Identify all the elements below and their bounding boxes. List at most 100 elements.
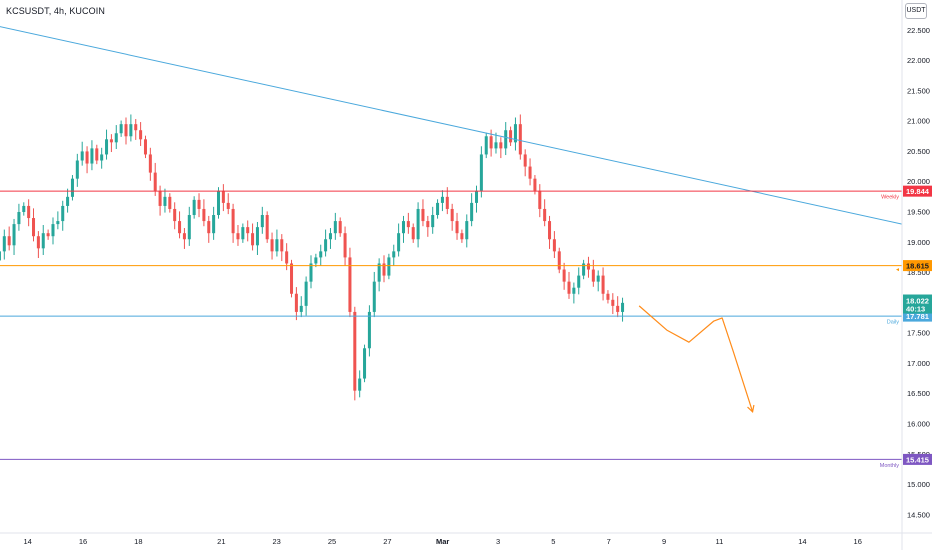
- candle: [139, 122, 143, 146]
- candle: [212, 206, 216, 240]
- candle: [216, 187, 221, 219]
- candle: [382, 255, 386, 283]
- candle: [562, 262, 566, 290]
- candle: [231, 203, 235, 243]
- price-tick-label: 19.000: [907, 238, 930, 247]
- candle: [401, 215, 405, 243]
- candle: [616, 296, 620, 318]
- candle: [275, 229, 279, 257]
- projection-path[interactable]: [638, 305, 754, 413]
- time-tick-label: Mar: [436, 537, 449, 546]
- time-tick-label: 5: [551, 537, 555, 546]
- candle: [309, 255, 313, 289]
- price-axis[interactable]: 22.500 22.000 21.500 21.000 20.500 20.000 19.5…: [907, 26, 930, 520]
- candle: [367, 305, 371, 357]
- candle: [294, 287, 298, 321]
- candle: [80, 141, 84, 166]
- time-tick-label: 18: [134, 537, 142, 546]
- monthly-price-badge[interactable]: 15.415: [903, 453, 932, 465]
- candle: [552, 231, 556, 259]
- candle: [143, 135, 147, 159]
- daily-price-badge[interactable]: 17.781: [903, 310, 932, 322]
- candle: [348, 247, 352, 318]
- candle: [363, 344, 367, 383]
- price-tick-label: 14.500: [907, 510, 930, 519]
- candle: [504, 122, 508, 156]
- price-tick-label: 15.000: [907, 480, 930, 489]
- horizontal-price-badge[interactable]: 18.615: [903, 260, 932, 272]
- candle: [358, 370, 362, 398]
- trendline[interactable]: [0, 21, 903, 225]
- candle: [406, 212, 410, 234]
- candle: [397, 223, 401, 257]
- candle: [251, 223, 255, 251]
- candle: [567, 271, 571, 299]
- price-tick-label: 17.500: [907, 329, 930, 338]
- candle: [416, 202, 420, 248]
- candle: [260, 206, 264, 234]
- price-tick-label: 22.500: [907, 26, 930, 35]
- candle: [70, 175, 74, 201]
- candle: [265, 211, 269, 243]
- candle: [12, 218, 16, 255]
- candle: [460, 229, 464, 243]
- candle: [0, 251, 1, 261]
- symbol-title[interactable]: KCSUSDT, 4h, KUCOIN: [6, 6, 105, 16]
- currency-button[interactable]: USDT: [905, 3, 927, 19]
- candle: [221, 184, 225, 212]
- svg-text:17.781: 17.781: [906, 312, 929, 321]
- candle: [343, 226, 347, 266]
- time-tick-label: 9: [662, 537, 666, 546]
- candlestick-series: [0, 114, 625, 401]
- candle: [523, 149, 527, 177]
- candle: [455, 212, 459, 240]
- time-axis[interactable]: 14 16 18 21 23 25 27 Mar 3 5 7 9 11 14 16: [23, 537, 861, 546]
- candle: [591, 259, 595, 287]
- candle: [411, 223, 415, 243]
- time-tick-label: 11: [715, 537, 723, 546]
- candle: [114, 125, 118, 149]
- candle: [36, 231, 40, 259]
- candle: [158, 185, 162, 216]
- price-tick-label: 21.500: [907, 86, 930, 95]
- candle: [255, 221, 259, 255]
- candle: [557, 247, 561, 274]
- candle: [22, 202, 26, 216]
- candle: [119, 120, 123, 137]
- candle: [372, 271, 376, 318]
- candle: [338, 217, 342, 237]
- candle: [51, 217, 55, 245]
- candle: [582, 259, 586, 280]
- candle: [41, 225, 45, 255]
- last-price-value: 18.022: [906, 297, 929, 306]
- bar-countdown: 40:13: [906, 305, 925, 314]
- candle: [440, 190, 444, 212]
- candle: [421, 199, 425, 227]
- candle: [538, 184, 542, 218]
- candle: [182, 228, 186, 249]
- candle: [61, 200, 65, 231]
- candle: [290, 259, 294, 298]
- candle: [470, 193, 474, 227]
- candle: [601, 267, 605, 301]
- candle: [178, 211, 182, 239]
- candle: [124, 117, 128, 145]
- candle: [479, 146, 483, 198]
- candle: [387, 253, 391, 280]
- price-tick-label: 18.500: [907, 268, 930, 277]
- time-tick-label: 14: [23, 537, 31, 546]
- candle: [85, 146, 89, 174]
- time-tick-label: 14: [798, 537, 806, 546]
- candle: [426, 215, 430, 237]
- candle: [280, 234, 284, 262]
- weekly-price-badge[interactable]: 19.844: [903, 185, 932, 197]
- candle: [328, 228, 332, 249]
- candle: [577, 267, 581, 295]
- candle: [621, 297, 625, 322]
- projection-arrowhead-icon: [747, 404, 755, 414]
- svg-text:19.844: 19.844: [906, 187, 930, 196]
- candle: [192, 196, 196, 219]
